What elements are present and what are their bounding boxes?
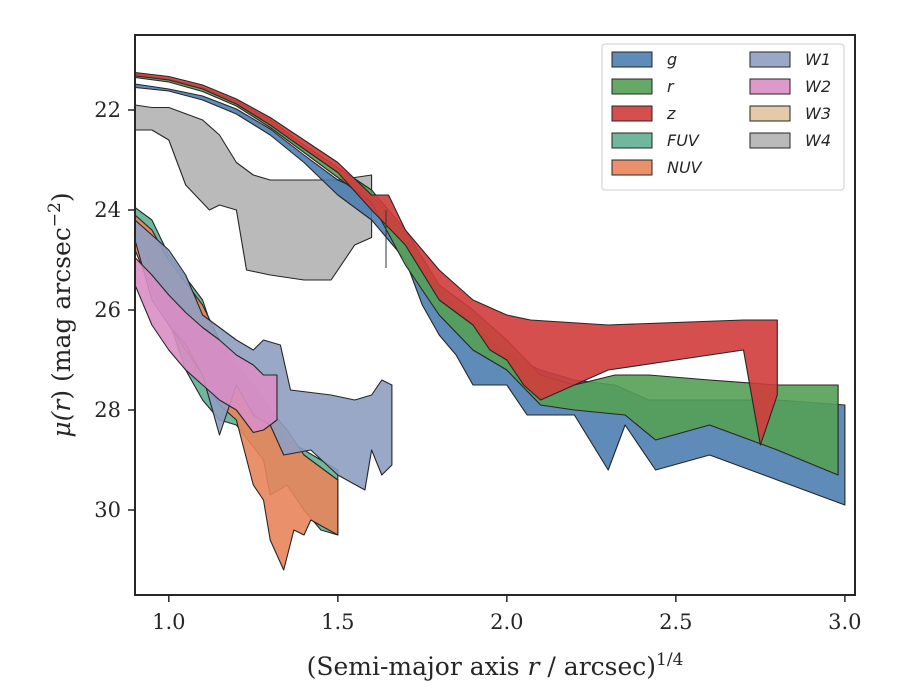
x-tick-label: 2.0	[490, 610, 523, 634]
legend-swatch-w3	[749, 105, 791, 122]
y-axis-label: μ(r) (mag arcsec−2)	[45, 192, 76, 437]
legend-swatch-w1	[749, 51, 791, 68]
legend-label-w2: W2	[805, 77, 831, 96]
legend-swatch-r	[611, 78, 653, 95]
band-w2	[135, 256, 278, 434]
y-tick-label: 22	[94, 98, 121, 122]
legend-swatch-z	[611, 105, 653, 122]
legend-swatch-fuv	[611, 132, 653, 149]
legend-swatch-nuv	[611, 159, 653, 176]
x-tick-label: 3.0	[828, 610, 861, 634]
ticks-layer: 1.0 1.5 2.0 2.5 3.0 22 24 26 28 30	[94, 98, 861, 634]
y-tick-label: 28	[94, 398, 121, 422]
x-tick-label: 1.0	[152, 610, 185, 634]
plot-frame	[134, 34, 856, 596]
legend-entries: grz FUV NUV W1 W2 W3 W4	[611, 50, 831, 177]
y-tick-label: 24	[94, 198, 121, 222]
legend-label-r: r	[667, 77, 675, 96]
legend-swatch-w2	[749, 78, 791, 95]
band-z	[135, 71, 778, 446]
x-tick-label: 1.5	[321, 610, 354, 634]
legend-label-nuv: NUV	[667, 158, 703, 177]
legend-swatch-w4	[749, 132, 791, 149]
legend-label-w4: W4	[805, 131, 831, 150]
y-tick-label: 26	[94, 298, 121, 322]
legend-label-w1: W1	[805, 50, 831, 69]
legend-label-fuv: FUV	[667, 131, 700, 150]
legend-label-g: g	[667, 50, 677, 69]
y-tick-label: 30	[94, 498, 121, 522]
legend-swatch-g	[611, 51, 653, 68]
x-tick-label: 2.5	[659, 610, 692, 634]
legend-label-z: z	[666, 104, 676, 123]
legend-label-w3: W3	[805, 104, 831, 123]
series-layer	[135, 71, 846, 571]
x-axis-label: (Semi-major axis r / arcsec)1/4	[307, 650, 684, 681]
band-w4	[135, 104, 373, 281]
legend: grz FUV NUV W1 W2 W3 W4	[601, 43, 845, 191]
